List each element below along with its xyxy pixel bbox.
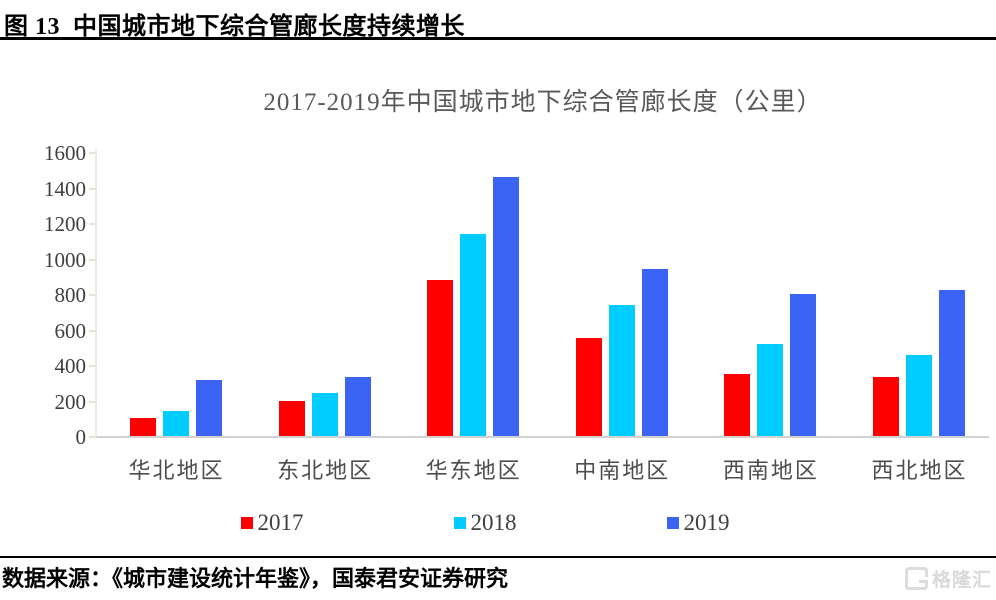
header-rule: [0, 37, 996, 40]
bar-2019-西南地区: [790, 294, 817, 436]
watermark-text: 格隆汇: [931, 570, 992, 591]
x-tick-label: 中南地区: [574, 458, 671, 483]
x-tick-label: 东北地区: [277, 458, 374, 483]
footer-rule: [0, 556, 996, 558]
y-tick-mark: [89, 258, 97, 261]
y-tick-mark: [89, 436, 97, 438]
legend-swatch-icon: [666, 517, 679, 529]
x-tick-label: 华东地区: [425, 458, 522, 483]
bar-2018-中南地区: [608, 304, 635, 436]
figure-title: 图 13 中国城市地下综合管廊长度持续增长: [4, 14, 465, 40]
gelonghui-g-icon: [904, 567, 928, 590]
data-source-text: 数据来源：《城市建设统计年鉴》，国泰君安证券研究: [2, 566, 509, 591]
y-tick-mark: [89, 152, 97, 154]
y-tick-mark: [89, 365, 97, 367]
x-axis-baseline: [97, 435, 989, 438]
bar-2019-华北地区: [196, 380, 222, 436]
y-tick-label: 1600: [44, 141, 86, 165]
bar-2017-西南地区: [724, 373, 751, 436]
y-tick-label: 400: [54, 354, 87, 378]
bar-2018-东北地区: [311, 392, 338, 436]
chart-legend: 2017 2018 2019: [0, 511, 970, 535]
bar-2018-西南地区: [757, 343, 784, 436]
bar-2017-华北地区: [130, 418, 156, 436]
bar-2018-西北地区: [906, 355, 932, 436]
x-tick-label: 华北地区: [128, 458, 225, 483]
plot-area: [97, 152, 989, 436]
x-tick-label: 西北地区: [871, 458, 968, 483]
legend-label: 2018: [470, 510, 517, 535]
legend-swatch-icon: [240, 517, 253, 529]
y-tick-mark: [89, 294, 97, 296]
bar-2018-华东地区: [460, 233, 487, 436]
y-tick-label: 600: [54, 318, 87, 343]
y-tick-label: 1200: [44, 212, 86, 236]
bar-2019-西北地区: [939, 290, 965, 436]
bar-2017-华东地区: [427, 279, 454, 436]
bar-2017-东北地区: [278, 401, 305, 436]
legend-swatch-icon: [453, 517, 466, 529]
x-tick-label: 西南地区: [722, 458, 819, 483]
y-tick-label: 800: [54, 283, 87, 307]
legend-item-2018: 2018: [453, 510, 517, 535]
bar-2018-华北地区: [163, 411, 189, 436]
y-tick-mark: [89, 400, 97, 403]
legend-item-2017: 2017: [240, 510, 304, 535]
y-tick-label: 1400: [44, 176, 86, 201]
y-tick-label: 1000: [44, 247, 86, 272]
legend-item-2019: 2019: [666, 510, 730, 535]
y-tick-mark: [89, 187, 97, 190]
y-tick-mark: [89, 223, 97, 225]
y-axis-line: [95, 149, 97, 437]
chart-title: 2017-2019年中国城市地下综合管廊长度（公里）: [263, 89, 823, 116]
bar-2019-中南地区: [641, 269, 668, 436]
y-tick-mark: [89, 329, 97, 332]
watermark: 格隆汇: [904, 565, 992, 592]
bar-2017-中南地区: [575, 337, 602, 436]
legend-label: 2019: [683, 510, 730, 535]
legend-label: 2017: [257, 510, 304, 535]
y-tick-label: 200: [54, 389, 87, 414]
y-tick-label: 0: [75, 425, 87, 449]
bar-2017-西北地区: [873, 377, 899, 436]
bar-2019-东北地区: [344, 377, 371, 436]
bar-2019-华东地区: [493, 176, 520, 436]
